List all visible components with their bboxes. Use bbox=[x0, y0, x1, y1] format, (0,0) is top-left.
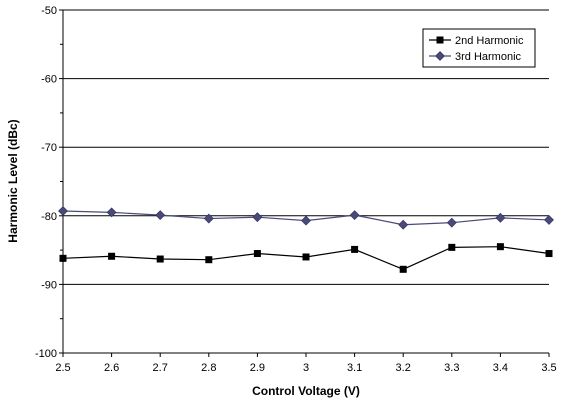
x-tick-label: 3.3 bbox=[444, 362, 459, 374]
data-point-square bbox=[108, 252, 116, 260]
data-point-diamond bbox=[544, 214, 554, 225]
series-3rd-harmonic bbox=[58, 206, 554, 230]
data-point-square bbox=[59, 254, 67, 262]
legend-label-3rd: 3rd Harmonic bbox=[455, 51, 522, 63]
series-layer bbox=[58, 206, 554, 273]
y-tick-label: -90 bbox=[41, 279, 57, 291]
x-tick-label: 3.5 bbox=[541, 362, 556, 374]
data-point-diamond bbox=[301, 215, 311, 226]
data-point-diamond bbox=[106, 207, 117, 218]
x-tick-label: 2.8 bbox=[201, 362, 216, 374]
x-axis-title: Control Voltage (V) bbox=[252, 384, 360, 398]
y-tick-label: -60 bbox=[41, 74, 57, 86]
legend: 2nd Harmonic 3rd Harmonic bbox=[422, 28, 536, 68]
data-point-square bbox=[205, 256, 213, 264]
data-point-diamond bbox=[203, 213, 214, 224]
y-tick-labels: -100 -90 -80 -70 -60 -50 bbox=[35, 5, 57, 360]
legend-label-2nd: 2nd Harmonic bbox=[455, 35, 524, 47]
data-point-diamond bbox=[495, 212, 506, 223]
data-point-square bbox=[351, 245, 359, 253]
legend-box bbox=[422, 28, 536, 68]
y-tick-label: -70 bbox=[41, 142, 57, 154]
data-point-diamond bbox=[252, 212, 263, 223]
data-point-square bbox=[496, 243, 504, 251]
y-axis-title: Harmonic Level (dBc) bbox=[6, 119, 20, 242]
y-tick-label: -80 bbox=[41, 211, 57, 223]
data-point-square bbox=[399, 265, 407, 273]
legend-marker-3rd bbox=[435, 51, 445, 61]
x-tick-label: 3 bbox=[303, 362, 309, 374]
y-tick-label: -50 bbox=[41, 5, 57, 17]
data-point-square bbox=[448, 243, 456, 251]
x-tick-label: 2.6 bbox=[104, 362, 119, 374]
x-tick-label: 2.5 bbox=[55, 362, 70, 374]
data-point-square bbox=[302, 253, 310, 261]
axes bbox=[59, 9, 550, 357]
y-tick-label: -100 bbox=[35, 348, 57, 360]
x-tick-label: 3.2 bbox=[396, 362, 411, 374]
data-point-diamond bbox=[155, 210, 166, 221]
x-tick-label: 3.4 bbox=[493, 362, 508, 374]
data-point-square bbox=[156, 255, 164, 263]
data-point-diamond bbox=[58, 206, 68, 216]
data-point-diamond bbox=[349, 210, 360, 221]
x-tick-label: 3.1 bbox=[347, 362, 362, 374]
x-tick-label: 2.7 bbox=[153, 362, 168, 374]
data-point-diamond bbox=[446, 217, 457, 228]
data-point-square bbox=[253, 250, 261, 258]
data-point-square bbox=[545, 250, 553, 258]
data-point-diamond bbox=[398, 219, 409, 230]
series-2nd-harmonic bbox=[59, 243, 553, 273]
x-tick-labels: 2.5 2.6 2.7 2.8 2.9 3 3.1 3.2 3.3 3.4 3.5 bbox=[55, 362, 556, 374]
legend-marker-2nd bbox=[436, 36, 444, 44]
x-tick-label: 2.9 bbox=[250, 362, 265, 374]
